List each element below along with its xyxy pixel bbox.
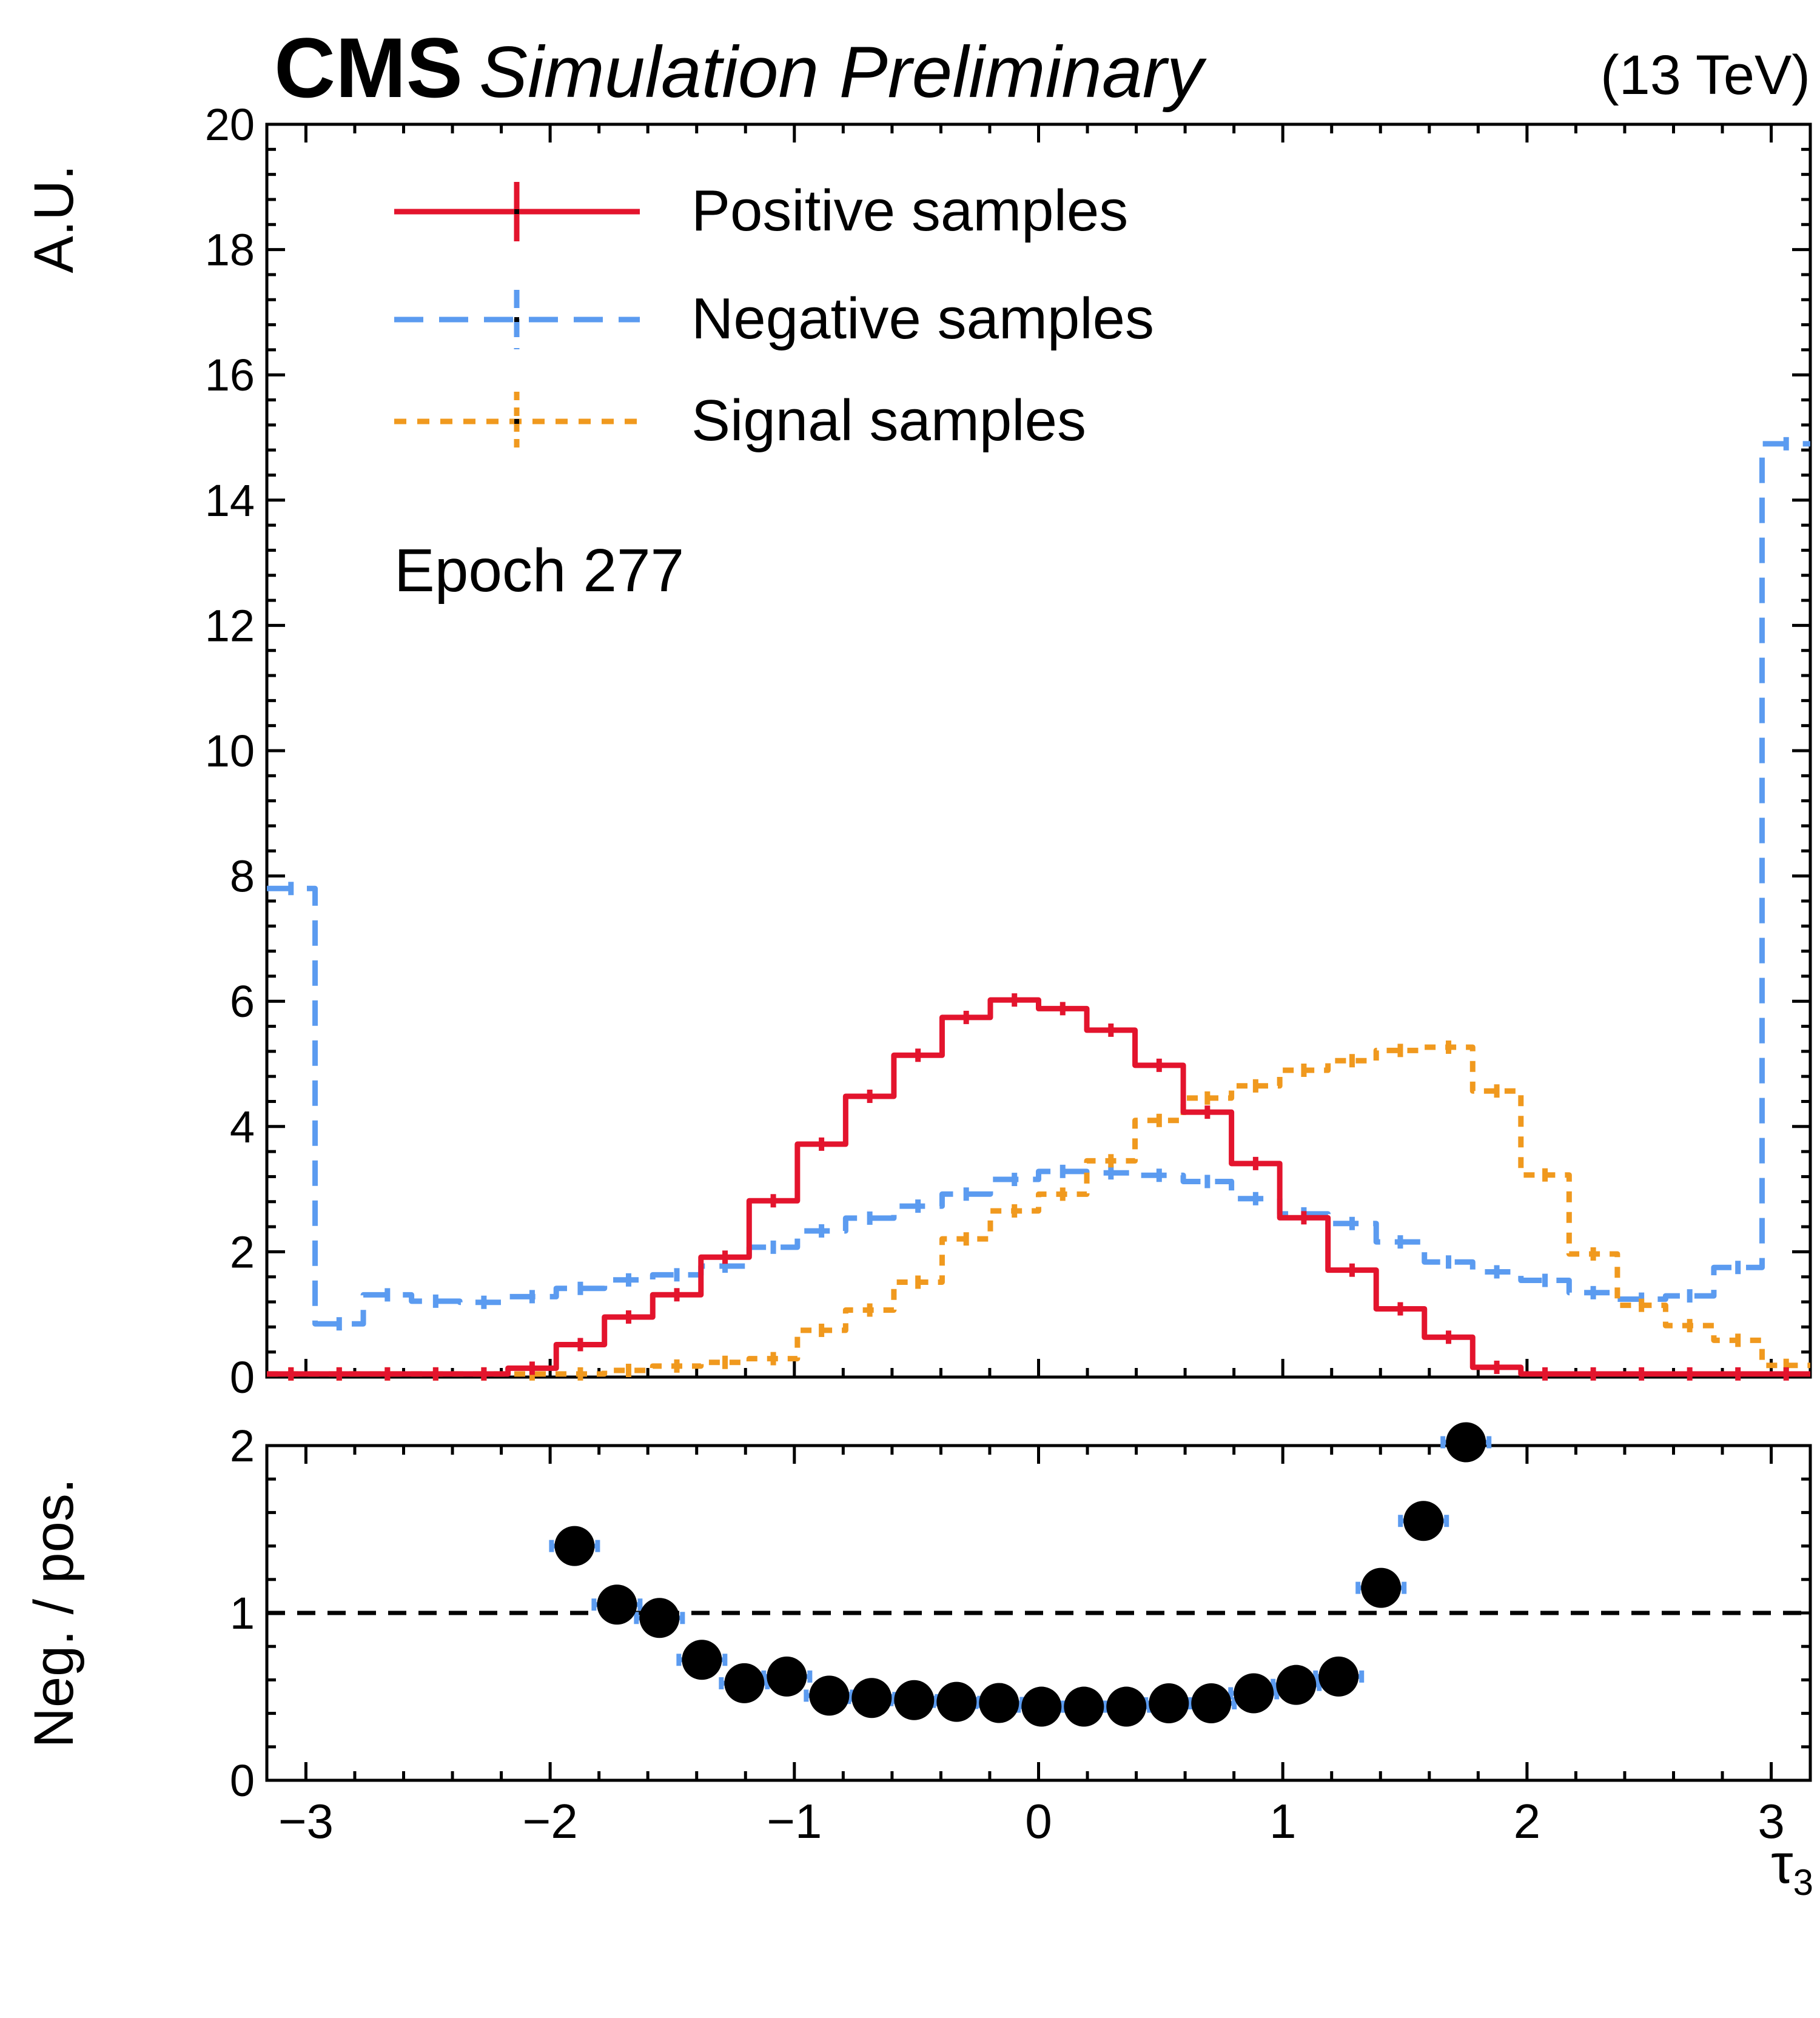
svg-text:−2: −2 [523, 1794, 578, 1848]
svg-text:20: 20 [205, 99, 255, 150]
svg-text:Simulation Preliminary: Simulation Preliminary [479, 32, 1207, 113]
svg-text:1: 1 [230, 1588, 255, 1638]
svg-text:Signal samples: Signal samples [691, 388, 1086, 453]
svg-text:−3: −3 [278, 1794, 334, 1848]
svg-text:2: 2 [230, 1421, 255, 1471]
svg-text:12: 12 [205, 600, 255, 651]
svg-text:Epoch 277: Epoch 277 [394, 537, 684, 605]
svg-text:10: 10 [205, 726, 255, 776]
svg-text:2: 2 [1514, 1794, 1541, 1848]
svg-text:0: 0 [230, 1755, 255, 1806]
svg-text:18: 18 [205, 225, 255, 275]
svg-text:CMS: CMS [274, 20, 463, 115]
svg-text:4: 4 [230, 1102, 255, 1152]
svg-text:8: 8 [230, 851, 255, 902]
svg-text:Neg. / pos.: Neg. / pos. [23, 1478, 85, 1748]
svg-text:Positive samples: Positive samples [691, 178, 1128, 243]
svg-text:16: 16 [205, 350, 255, 400]
svg-text:6: 6 [230, 976, 255, 1027]
svg-text:1: 1 [1269, 1794, 1297, 1848]
svg-text:14: 14 [205, 475, 255, 526]
svg-text:Negative samples: Negative samples [691, 286, 1154, 351]
svg-text:0: 0 [1025, 1794, 1052, 1848]
svg-text:A.U.: A.U. [23, 165, 85, 273]
svg-text:(13 TeV): (13 TeV) [1600, 44, 1810, 106]
svg-text:2: 2 [230, 1227, 255, 1277]
svg-text:−1: −1 [767, 1794, 822, 1848]
svg-text:0: 0 [230, 1352, 255, 1403]
